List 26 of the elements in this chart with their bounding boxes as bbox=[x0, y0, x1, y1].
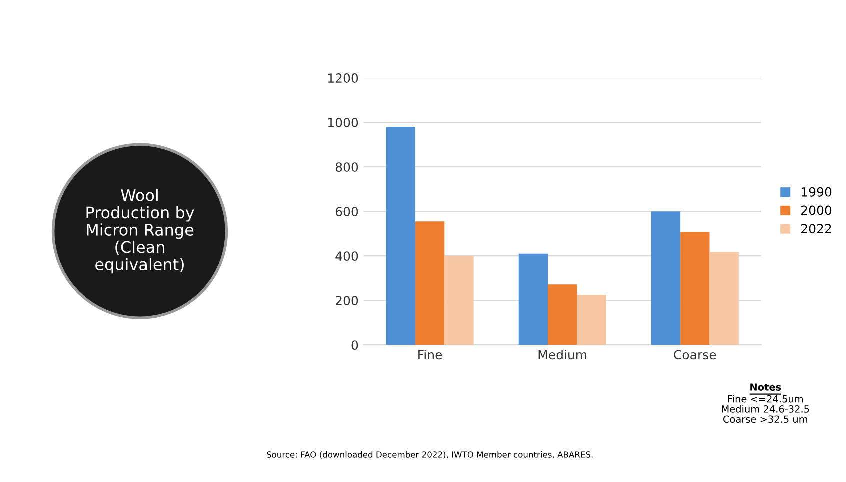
bar bbox=[680, 232, 710, 346]
y-tick-label: 400 bbox=[336, 252, 358, 262]
bar bbox=[444, 256, 474, 346]
y-tick-label: 600 bbox=[336, 207, 358, 217]
bar bbox=[548, 284, 578, 346]
x-tick-label: Coarse bbox=[674, 350, 716, 360]
source-note: Source: FAO (downloaded December 2022), IWTO Member countries, ABARES. bbox=[267, 451, 593, 459]
bar bbox=[577, 295, 606, 346]
x-tick-label: Fine bbox=[418, 350, 442, 360]
y-tick-label: 200 bbox=[336, 296, 358, 306]
bar bbox=[386, 127, 416, 346]
text: Wool Production by Micron Range (Clean equivalent) bbox=[86, 189, 194, 274]
y-tick-label: 1200 bbox=[328, 74, 358, 84]
legend-label: 2000 bbox=[802, 206, 832, 216]
y-tick-label: 1000 bbox=[328, 118, 358, 128]
text: Notes bbox=[750, 384, 782, 391]
legend-label: 1990 bbox=[802, 187, 832, 197]
legend-label: 2022 bbox=[802, 224, 832, 234]
bar bbox=[518, 254, 548, 346]
y-tick-label: 0 bbox=[352, 340, 358, 350]
bar bbox=[710, 252, 739, 346]
bar bbox=[651, 212, 681, 346]
x-tick-label: Medium bbox=[538, 350, 587, 360]
bar bbox=[415, 222, 445, 346]
y-tick-label: 800 bbox=[336, 162, 358, 172]
text: Fine <=24.5um Medium 24.6-32.5 Coarse >32.5 um bbox=[722, 395, 810, 424]
